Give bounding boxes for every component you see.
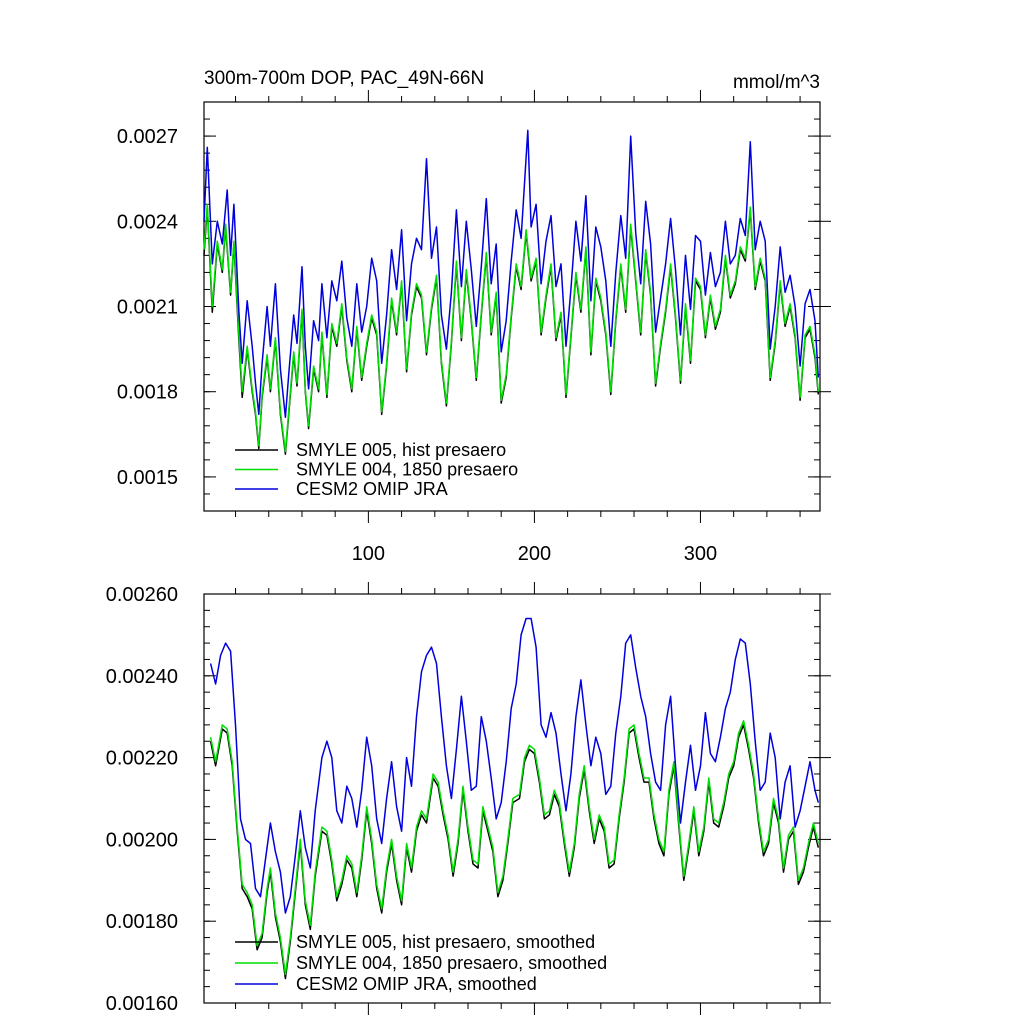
top-axes: 0.0015 0.0018 0.0021 0.0024 0.0027 100 200 300: [117, 90, 831, 565]
y-tick-label: 0.0015: [117, 467, 178, 489]
y-tick-label: 0.00180: [106, 911, 178, 933]
y-tick-label: 0.00160: [106, 993, 178, 1015]
series-line-2: [209, 720, 820, 976]
top-series: [203, 129, 820, 455]
bottom-axes: 0.00160 0.00180 0.00200 0.00220 0.00240 0.002…: [106, 582, 831, 1015]
y-tick-label: 0.0024: [117, 211, 178, 233]
y-tick-label: 0.00220: [106, 748, 178, 770]
legend-label: SMYLE 004, 1850 presaero, smoothed: [296, 953, 607, 973]
x-tick-label: 100: [352, 543, 385, 565]
y-tick-label: 0.00260: [106, 584, 178, 606]
legend-label: SMYLE 004, 1850 presaero: [296, 460, 518, 480]
top-chart-units: mmol/m^3: [733, 72, 820, 93]
top-panel: 300m-700m DOP, PAC_49N-66N mmol/m^3 0.00…: [117, 68, 831, 565]
legend-label: CESM2 OMIP JRA: [296, 479, 448, 499]
x-tick-label: 200: [518, 543, 551, 565]
x-tick-label: 300: [684, 543, 717, 565]
bottom-panel: 0.00160 0.00180 0.00200 0.00220 0.00240 0.002…: [106, 582, 831, 1015]
y-tick-label: 0.0018: [117, 382, 178, 404]
y-tick-label: 0.00200: [106, 829, 178, 851]
series-line-2: [203, 203, 820, 453]
y-tick-label: 0.0021: [117, 297, 178, 319]
bottom-series: [209, 617, 820, 980]
legend-label: SMYLE 005, hist presaero: [296, 440, 506, 460]
legend-label: SMYLE 005, hist presaero, smoothed: [296, 932, 595, 952]
series-line-3: [209, 617, 820, 914]
bottom-legend: SMYLE 005, hist presaero, smoothedSMYLE …: [235, 932, 607, 994]
legend-label: CESM2 OMIP JRA, smoothed: [296, 974, 537, 994]
top-chart-title: 300m-700m DOP, PAC_49N-66N: [204, 68, 484, 89]
plot-frame: [203, 593, 821, 1004]
y-tick-label: 0.00240: [106, 666, 178, 688]
series-line-3: [203, 129, 820, 419]
y-tick-label: 0.0027: [117, 126, 178, 148]
